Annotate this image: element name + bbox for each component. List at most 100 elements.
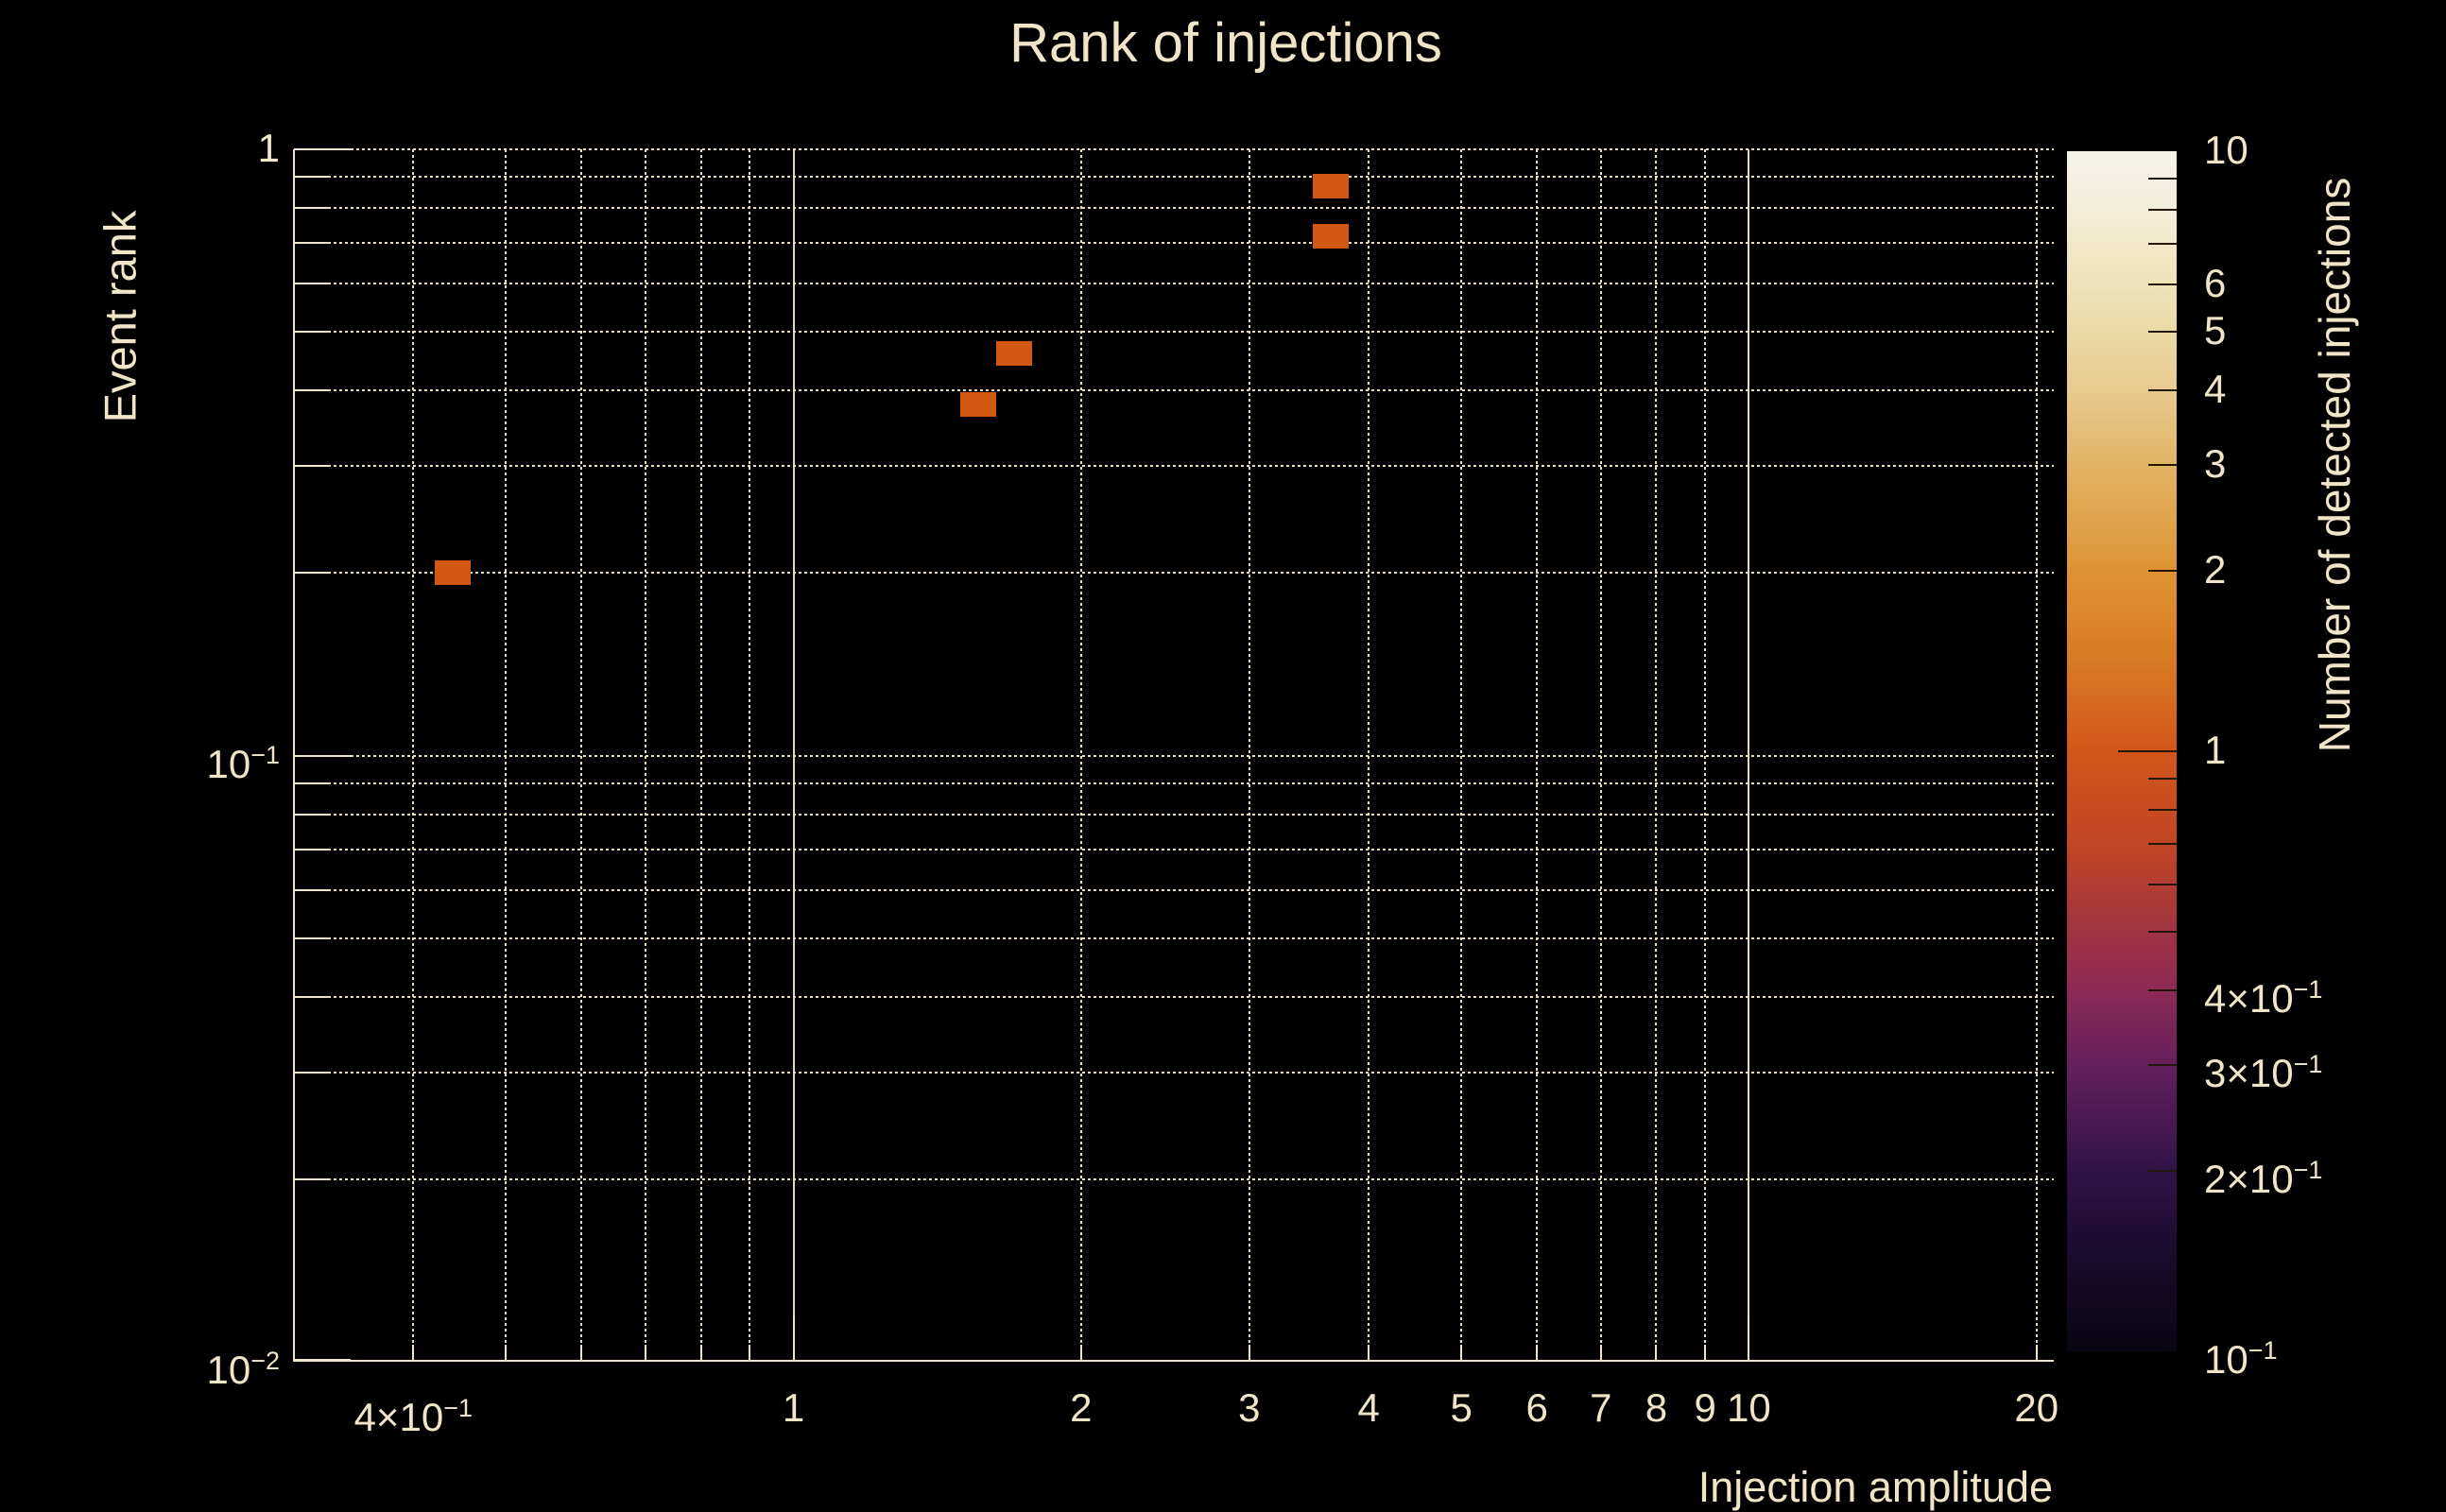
x-tick-label: 5	[1450, 1385, 1473, 1430]
x-tick-label: 8	[1645, 1385, 1668, 1430]
heat-bin	[959, 391, 996, 417]
colorbar-minor-tick	[2148, 243, 2177, 246]
x-tick-label: 1	[782, 1385, 805, 1430]
gridline-y	[294, 331, 2054, 334]
colorbar-minor-tick	[2148, 808, 2177, 811]
colorbar-tick-label: 1	[2204, 728, 2227, 772]
gridline-y	[294, 848, 2054, 850]
colorbar-tick	[2148, 1064, 2177, 1067]
colorbar-tick	[2148, 388, 2177, 391]
gridline-x	[1368, 149, 1370, 1362]
x-tick	[412, 1345, 415, 1362]
x-tick	[1079, 1345, 1082, 1362]
x-tick-label: 2	[1070, 1385, 1093, 1430]
colorbar-tick	[2148, 988, 2177, 991]
colorbar-tick-label: 2×10−1	[2204, 1155, 2323, 1201]
gridline-y	[294, 176, 2054, 179]
x-tick	[644, 1345, 646, 1362]
heat-bin	[995, 341, 1032, 367]
x-tick-major	[1748, 1314, 1750, 1362]
gridline-x	[1599, 149, 1602, 1362]
y-tick	[294, 242, 328, 245]
x-tick-label: 9	[1694, 1385, 1716, 1430]
gridline-y	[294, 465, 2054, 468]
y-tick	[294, 1177, 328, 1180]
x-tick	[505, 1345, 508, 1362]
gridline-y	[294, 813, 2054, 816]
gridline-y	[294, 888, 2054, 891]
gridline-y	[294, 754, 2054, 757]
y-tick-major	[294, 148, 351, 150]
y-tick	[294, 176, 328, 179]
colorbar-title: Number of detected injections	[2310, 177, 2359, 753]
y-tick	[294, 207, 328, 210]
x-tick	[749, 1345, 751, 1362]
gridline-x	[699, 149, 702, 1362]
y-tick	[294, 813, 328, 816]
gridline-y	[294, 1177, 2054, 1180]
heat-bin	[1312, 223, 1349, 249]
colorbar-minor-tick	[2148, 208, 2177, 211]
x-tick	[699, 1345, 702, 1362]
x-tick	[1248, 1345, 1250, 1362]
gridline-y	[294, 936, 2054, 939]
y-tick-label: 10−1	[206, 740, 280, 786]
colorbar-minor-tick	[2148, 843, 2177, 846]
gridline-x	[1536, 149, 1539, 1362]
colorbar-tick	[2148, 331, 2177, 334]
y-tick-label: 10−2	[206, 1347, 280, 1392]
x-axis-title: Injection amplitude	[1697, 1463, 2053, 1511]
y-tick-label: 1	[257, 126, 280, 170]
gridline-x	[505, 149, 508, 1362]
gridline-x-major	[792, 149, 795, 1362]
gridline-x	[1460, 149, 1463, 1362]
colorbar-tick-label: 2	[2204, 546, 2227, 592]
y-tick	[294, 1071, 328, 1074]
heat-bin	[1312, 173, 1349, 198]
colorbar-minor-tick	[2148, 778, 2177, 781]
x-tick-label: 4×10−1	[353, 1394, 473, 1439]
colorbar-tick-label: 4	[2204, 366, 2227, 411]
y-tick	[294, 936, 328, 939]
gridline-x-major	[1748, 149, 1750, 1362]
y-tick	[294, 995, 328, 998]
colorbar-tick	[2148, 569, 2177, 572]
y-tick	[294, 283, 328, 285]
gridline-x	[749, 149, 751, 1362]
gridline-y	[294, 389, 2054, 392]
x-tick	[1655, 1345, 1658, 1362]
y-tick-major	[294, 754, 351, 757]
colorbar-tick-label: 10	[2204, 128, 2248, 172]
x-tick-major	[792, 1314, 795, 1362]
colorbar-tick	[2118, 750, 2177, 752]
x-axis-line	[294, 1360, 2054, 1362]
gridline-y	[294, 242, 2054, 245]
colorbar-tick-label: 4×10−1	[2204, 974, 2323, 1021]
y-tick	[294, 572, 328, 575]
colorbar-tick-label: 3×10−1	[2204, 1050, 2323, 1096]
x-tick-label: 7	[1590, 1385, 1612, 1430]
y-axis-line	[293, 149, 295, 1362]
colorbar-tick-label: 5	[2204, 308, 2227, 353]
colorbar-tick-label: 6	[2204, 260, 2227, 305]
colorbar-tick	[2148, 1169, 2177, 1172]
gridline-y	[294, 148, 2054, 150]
x-tick-label: 3	[1238, 1385, 1261, 1430]
gridline-x	[2035, 149, 2038, 1362]
colorbar-minor-tick	[2148, 931, 2177, 934]
colorbar-tick	[2148, 283, 2177, 285]
y-tick	[294, 389, 328, 392]
x-tick	[580, 1345, 583, 1362]
x-tick	[1368, 1345, 1370, 1362]
x-tick	[1599, 1345, 1602, 1362]
gridline-x	[412, 149, 415, 1362]
x-tick-label: 4	[1357, 1385, 1380, 1430]
gridline-y	[294, 283, 2054, 285]
gridline-y	[294, 782, 2054, 784]
x-tick	[2035, 1345, 2038, 1362]
gridline-x	[1655, 149, 1658, 1362]
gridline-x	[1248, 149, 1250, 1362]
gridline-y	[294, 572, 2054, 575]
